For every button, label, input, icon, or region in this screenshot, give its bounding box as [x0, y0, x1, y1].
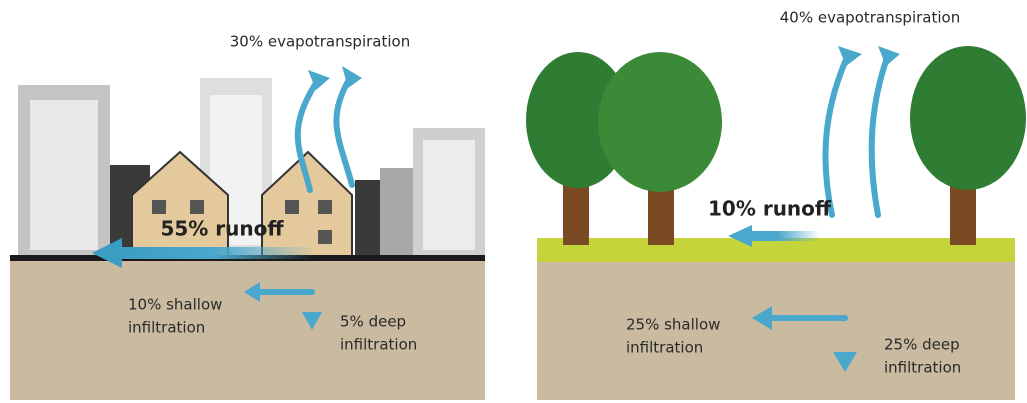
arrow-head: [752, 306, 772, 330]
arrow-head: [308, 70, 330, 90]
arrow-head: [244, 282, 260, 302]
runoff-arrow: [750, 231, 820, 241]
shallow-label: infiltration: [128, 319, 205, 337]
arrow-head: [92, 238, 122, 268]
arrow-head: [838, 46, 862, 66]
tree-crown: [526, 52, 630, 188]
deep-label: infiltration: [884, 359, 961, 377]
house: [261, 150, 353, 259]
building: [380, 168, 415, 258]
windows: [30, 100, 98, 250]
arrow-head: [878, 46, 900, 66]
window: [190, 200, 204, 214]
ground: [537, 262, 1015, 400]
window: [318, 200, 332, 214]
grass: [537, 238, 1015, 262]
deep-label: 5% deep: [340, 313, 406, 331]
arrow-head: [833, 352, 857, 372]
shallow-label: 25% shallow: [626, 316, 720, 334]
runoff-label: 10% runoff: [708, 197, 832, 221]
window: [152, 200, 166, 214]
arrow-head: [728, 225, 752, 247]
windows: [423, 140, 475, 250]
window: [285, 200, 299, 214]
deep-label: 25% deep: [884, 336, 960, 354]
arrow-head: [302, 312, 322, 330]
evap-label: 40% evapotranspiration: [780, 9, 960, 27]
tree-crown: [910, 46, 1026, 190]
natural-panel: 40% evapotranspiration 10% runoff 25% sh…: [526, 9, 1026, 400]
evap-arrow: [868, 52, 891, 218]
evap-label: 30% evapotranspiration: [230, 33, 410, 51]
arrow-head: [342, 66, 362, 88]
evap-arrow: [822, 52, 851, 218]
window: [318, 230, 332, 244]
shallow-label: 10% shallow: [128, 296, 222, 314]
runoff-label: 55% runoff: [160, 217, 284, 241]
ground: [10, 258, 485, 400]
deep-label: infiltration: [340, 336, 417, 354]
evap-arrow: [294, 77, 321, 193]
urban-panel: 30% evapotranspiration 55% runoff 10% sh…: [10, 33, 485, 400]
evap-arrow: [333, 75, 355, 188]
shallow-label: infiltration: [626, 339, 703, 357]
runoff-arrow: [115, 247, 315, 259]
tree-crown: [598, 52, 722, 192]
